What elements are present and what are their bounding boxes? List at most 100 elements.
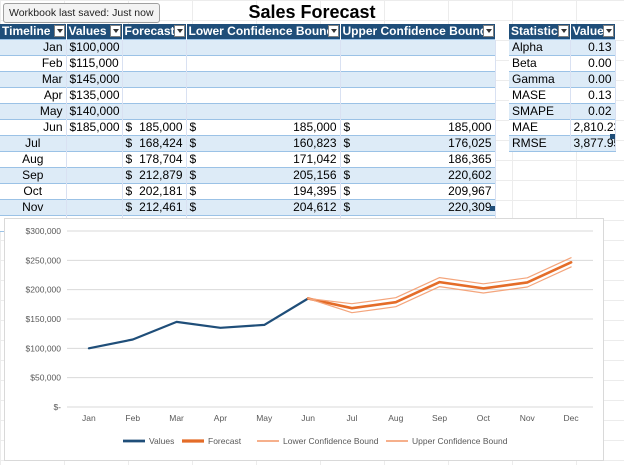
cell-upper[interactable]	[340, 103, 496, 120]
cell-statistic-value[interactable]: 3,877.95	[570, 135, 616, 152]
cell-lower[interactable]	[186, 87, 341, 104]
cell-value[interactable]: $140,000	[66, 103, 123, 120]
cell-value[interactable]: $185,000	[66, 119, 123, 136]
cell-statistic-value[interactable]: 0.00	[570, 55, 616, 72]
cell-forecast[interactable]: $178,704	[122, 151, 187, 168]
currency-symbol: $	[189, 136, 197, 151]
filter-dropdown-icon[interactable]	[109, 25, 121, 37]
y-tick-label: $150,000	[26, 314, 62, 324]
cell-timeline[interactable]: May	[0, 103, 67, 120]
cell-number: 194,395	[293, 184, 337, 199]
cell-value[interactable]: $145,000	[66, 71, 123, 88]
cell-lower[interactable]: $185,000	[186, 119, 341, 136]
cell-lower[interactable]: $204,612	[186, 199, 341, 216]
cell-statistic-value[interactable]: 0.02	[570, 103, 616, 120]
column-header-statistic: Statistic	[509, 24, 571, 40]
filter-dropdown-icon[interactable]	[482, 25, 494, 37]
cell-upper[interactable]: $209,967	[340, 183, 496, 200]
cell-timeline[interactable]: Oct	[0, 183, 67, 200]
cell-timeline[interactable]: Sep	[0, 167, 67, 184]
cell-lower[interactable]	[186, 39, 341, 56]
cell-upper[interactable]: $176,025	[340, 135, 496, 152]
cell-forecast[interactable]	[122, 87, 187, 104]
filter-dropdown-icon[interactable]	[327, 25, 339, 37]
cell-statistic-value[interactable]: 0.00	[570, 71, 616, 88]
cell-timeline[interactable]: Apr	[0, 87, 67, 104]
currency-symbol: $	[189, 168, 197, 183]
cell-statistic-name[interactable]: MAE	[509, 119, 571, 136]
cell-lower[interactable]: $171,042	[186, 151, 341, 168]
cell-timeline[interactable]: Feb	[0, 55, 67, 72]
cell-upper[interactable]: $220,309	[340, 199, 496, 216]
cell-value[interactable]	[66, 199, 123, 216]
cell-number: 212,461	[139, 200, 183, 215]
statistics-table-body: Alpha 0.13 Beta 0.00 Gamma 0.00 MASE 0.13 SMAPE 0…	[509, 39, 616, 152]
x-tick-label: Aug	[388, 413, 403, 423]
cell-statistic-name[interactable]: SMAPE	[509, 103, 571, 120]
cell-upper[interactable]: $220,602	[340, 167, 496, 184]
filter-dropdown-icon[interactable]	[173, 25, 185, 37]
cell-lower[interactable]	[186, 55, 341, 72]
y-tick-label: $100,000	[26, 343, 62, 353]
forecast-chart[interactable]: $300,000 $250,000 $200,000 $150,000 $100,000…	[4, 218, 604, 461]
cell-forecast[interactable]: $212,879	[122, 167, 187, 184]
cell-upper[interactable]: $186,365	[340, 151, 496, 168]
cell-upper[interactable]	[340, 87, 496, 104]
cell-value[interactable]	[66, 135, 123, 152]
cell-forecast[interactable]: $168,424	[122, 135, 187, 152]
cell-lower[interactable]	[186, 103, 341, 120]
table-row: Feb $115,000	[0, 55, 496, 72]
cell-upper[interactable]	[340, 71, 496, 88]
filter-dropdown-icon[interactable]	[602, 25, 614, 37]
cell-timeline[interactable]: Jul	[0, 135, 67, 152]
cell-upper[interactable]	[340, 55, 496, 72]
cell-forecast[interactable]: $185,000	[122, 119, 187, 136]
cell-value[interactable]: $115,000	[66, 55, 123, 72]
cell-timeline[interactable]: Nov	[0, 199, 67, 216]
table-row: Apr $135,000	[0, 87, 496, 104]
filter-dropdown-icon[interactable]	[557, 25, 569, 37]
cell-forecast[interactable]	[122, 55, 187, 72]
cell-statistic-name[interactable]: MASE	[509, 87, 571, 104]
cell-value[interactable]: $100,000	[66, 39, 123, 56]
cell-lower[interactable]: $194,395	[186, 183, 341, 200]
cell-value[interactable]	[66, 151, 123, 168]
column-header-stat-value: Value	[570, 24, 616, 40]
cell-lower[interactable]: $205,156	[186, 167, 341, 184]
x-tick-label: Mar	[169, 413, 184, 423]
cell-lower[interactable]	[186, 71, 341, 88]
cell-statistic-value[interactable]: 0.13	[570, 87, 616, 104]
cell-timeline[interactable]: Aug	[0, 151, 67, 168]
cell-value[interactable]	[66, 167, 123, 184]
cell-forecast[interactable]: $202,181	[122, 183, 187, 200]
cell-lower[interactable]: $160,823	[186, 135, 341, 152]
cell-timeline[interactable]: Jun	[0, 119, 67, 136]
currency-symbol: $	[125, 184, 133, 199]
x-tick-label: Dec	[564, 413, 580, 423]
cell-statistic-value[interactable]: 2,810.23	[570, 119, 616, 136]
filter-dropdown-icon[interactable]	[53, 25, 65, 37]
cell-timeline[interactable]: Mar	[0, 71, 67, 88]
cell-statistic-name[interactable]: Gamma	[509, 71, 571, 88]
cell-statistic-name[interactable]: RMSE	[509, 135, 571, 152]
cell-statistic-name[interactable]: Alpha	[509, 39, 571, 56]
stats-resize-handle[interactable]	[610, 134, 615, 139]
cell-forecast[interactable]: $212,461	[122, 199, 187, 216]
cell-forecast[interactable]	[122, 39, 187, 56]
cell-upper[interactable]	[340, 39, 496, 56]
cell-forecast[interactable]	[122, 71, 187, 88]
cell-forecast[interactable]	[122, 103, 187, 120]
cell-statistic-value[interactable]: 0.13	[570, 39, 616, 56]
table-resize-handle[interactable]	[490, 206, 495, 211]
cell-upper[interactable]: $185,000	[340, 119, 496, 136]
column-header-lower-bound: Lower Confidence Bound	[186, 24, 341, 40]
cell-timeline[interactable]: Jan	[0, 39, 67, 56]
table-row: Gamma 0.00	[509, 71, 616, 88]
cell-number: 220,309	[448, 200, 492, 215]
cell-number: 178,704	[139, 152, 183, 167]
forecast-table-header-row: Timeline Values Forecast Lower Confidenc…	[0, 24, 496, 40]
cell-value[interactable]	[66, 183, 123, 200]
cell-statistic-name[interactable]: Beta	[509, 55, 571, 72]
cell-value[interactable]: $135,000	[66, 87, 123, 104]
